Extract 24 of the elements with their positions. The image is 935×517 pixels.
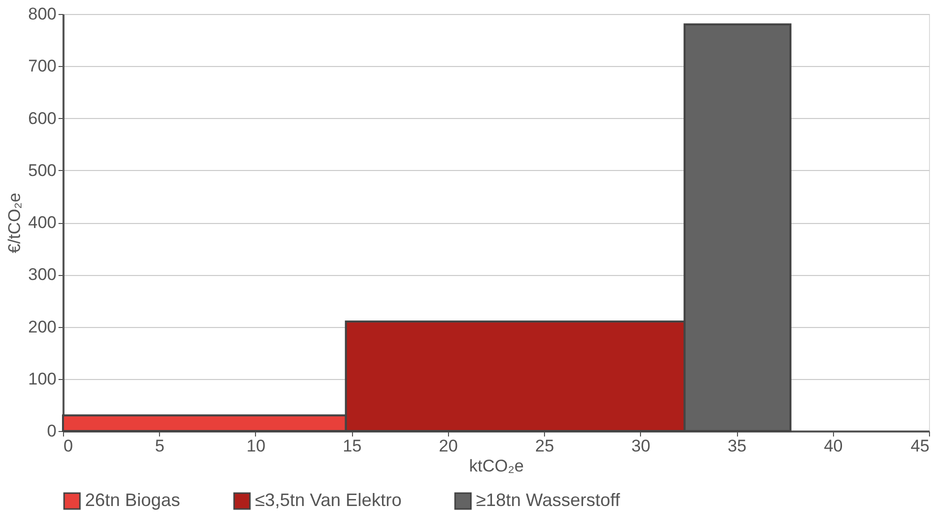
x-axis-title: ktCO₂e — [469, 456, 524, 476]
y-tick-label: 800 — [28, 4, 56, 24]
x-tick-label: 5 — [154, 436, 164, 456]
y-tick-label: 500 — [28, 160, 56, 180]
y-tick-label: 700 — [28, 56, 56, 76]
x-tick-label: 45 — [910, 436, 930, 456]
y-tick-label: 600 — [28, 108, 56, 128]
x-tick-label: 10 — [246, 436, 266, 456]
y-tick-label: 400 — [28, 213, 56, 232]
legend-label: ≥18tn Wasserstoff — [476, 490, 621, 510]
y-tick-label: 200 — [28, 317, 56, 336]
legend-label: 26tn Biogas — [85, 490, 180, 510]
x-tick-label: 35 — [728, 436, 747, 456]
x-tick-label: 15 — [342, 436, 362, 456]
x-tick-label: 0 — [64, 436, 73, 456]
y-tick-label: 100 — [28, 369, 56, 388]
y-tick-label: 300 — [28, 265, 56, 284]
x-tick-label: 30 — [631, 436, 650, 456]
legend-label: ≤3,5tn Van Elektro — [255, 490, 402, 510]
x-tick-label: 25 — [535, 436, 554, 456]
x-tick-label: 20 — [438, 436, 458, 456]
x-tick-label: 40 — [824, 436, 843, 456]
y-axis-title: €/tCO₂e — [5, 192, 24, 254]
y-tick-label: 0 — [47, 422, 56, 440]
